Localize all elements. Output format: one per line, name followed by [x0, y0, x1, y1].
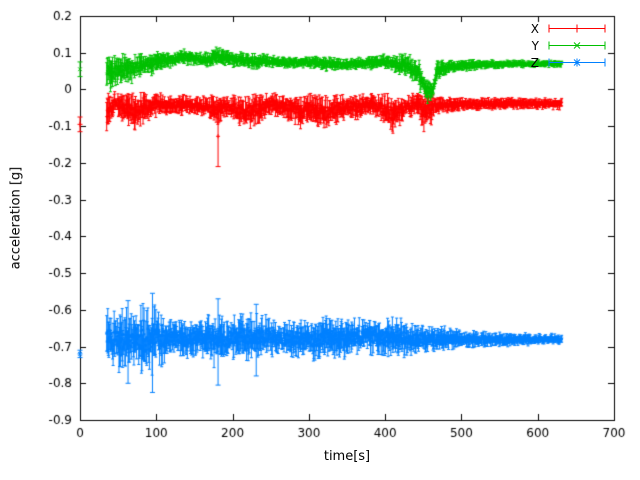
y-axis-label: acceleration [g]: [8, 166, 24, 270]
legend-marker-group: [573, 58, 581, 67]
legend-label-y: Y: [531, 38, 539, 53]
legend-label-x: X: [530, 21, 539, 36]
legend-marker-group: [573, 24, 581, 33]
legend-item-z: Z: [531, 54, 606, 71]
legend-label-z: Z: [530, 55, 539, 70]
legend-item-x: X: [531, 20, 606, 37]
legend-item-y: Y: [531, 37, 606, 54]
x-axis-label: time[s]: [323, 449, 371, 464]
chart-legend: X Y Z: [531, 20, 606, 71]
errorbar-sample-icon: [548, 58, 606, 67]
errorbar-sample-icon: [548, 24, 606, 33]
errorbar-sample-icon: [548, 41, 606, 50]
legend-marker-group: [573, 42, 581, 49]
